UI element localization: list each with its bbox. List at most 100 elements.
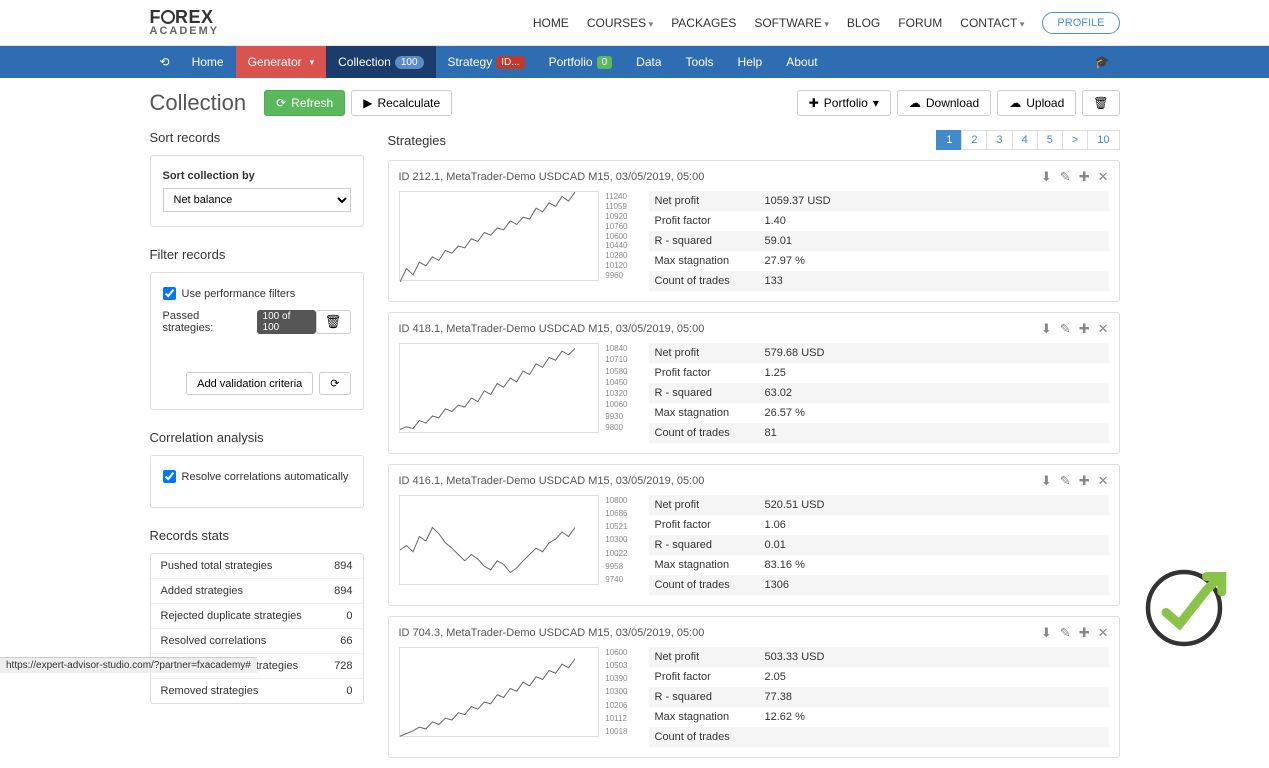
strategy-chart[interactable]: 1124011059109201076010600104401028010120…	[399, 191, 599, 281]
nav-generator[interactable]: Generator	[236, 46, 327, 78]
download-icon[interactable]: ⬇	[1041, 625, 1052, 641]
edit-icon[interactable]: ✎	[1060, 625, 1071, 641]
top-nav-packages[interactable]: PACKAGES	[671, 16, 736, 30]
resolve-checkbox[interactable]	[163, 470, 176, 483]
nav-help[interactable]: Help	[726, 46, 775, 78]
metric-label: Max stagnation	[655, 559, 765, 571]
delete-button[interactable]: 🗑	[1082, 90, 1119, 116]
trash-icon: 🗑	[325, 314, 342, 329]
page-btn-4[interactable]: 4	[1012, 130, 1038, 150]
metric-row: Profit factor 1.06	[649, 515, 1109, 535]
stats-value: 894	[313, 560, 353, 572]
metric-row: Count of trades 1306	[649, 575, 1109, 595]
chart-ylabel: 11240	[605, 192, 627, 201]
chart-ylabel: 10710	[605, 355, 627, 364]
edit-icon[interactable]: ✎	[1060, 169, 1071, 185]
use-perf-checkbox[interactable]	[163, 287, 176, 300]
download-button[interactable]: ☁ Download	[897, 90, 991, 116]
refresh-criteria-button[interactable]: ⟳	[319, 372, 350, 395]
stats-value: 0	[313, 610, 353, 622]
page-btn-2[interactable]: 2	[961, 130, 987, 150]
nav-graduation-icon[interactable]: 🎓	[1095, 55, 1120, 69]
metric-row: Max stagnation 83.16 %	[649, 555, 1109, 575]
metric-label: Count of trades	[655, 427, 765, 439]
top-nav-software[interactable]: SOFTWARE	[754, 16, 829, 30]
close-icon[interactable]: ✕	[1098, 169, 1109, 185]
nav-collection[interactable]: Collection 100	[326, 46, 435, 78]
sort-select[interactable]: Net balance	[163, 188, 351, 212]
nav-home[interactable]: Home	[180, 46, 236, 78]
nav-about[interactable]: About	[774, 46, 829, 78]
stats-value: 0	[313, 685, 353, 697]
edit-icon[interactable]: ✎	[1060, 473, 1071, 489]
plus-icon: ✚	[809, 96, 819, 110]
portfolio-button[interactable]: ✚ Portfolio ▾	[797, 90, 891, 116]
metric-row: Net profit 503.33 USD	[649, 647, 1109, 667]
upload-button[interactable]: ☁ Upload	[997, 90, 1076, 116]
edit-icon[interactable]: ✎	[1060, 321, 1071, 337]
add-icon[interactable]: ✚	[1079, 169, 1090, 185]
nav-portfolio[interactable]: Portfolio 0	[537, 46, 625, 78]
logo[interactable]: FREX ACADEMY	[150, 8, 220, 37]
close-icon[interactable]: ✕	[1098, 321, 1109, 337]
chart-ylabel: 10600	[605, 232, 627, 241]
top-nav-forum[interactable]: FORUM	[898, 16, 942, 30]
add-icon[interactable]: ✚	[1079, 321, 1090, 337]
strategy-chart[interactable]: 108001068610521103001002299589740	[399, 495, 599, 585]
nav-back[interactable]: ⟲	[150, 46, 180, 78]
stats-table: Pushed total strategies894Added strategi…	[150, 553, 364, 704]
top-nav-courses[interactable]: COURSES	[587, 16, 653, 30]
recalculate-button[interactable]: ▶ Recalculate	[351, 90, 452, 116]
strategy-chart[interactable]: 10840107101058010450103201006099309800	[399, 343, 599, 433]
chart-ylabel: 10450	[605, 378, 627, 387]
nav-strategy[interactable]: Strategy ID...	[436, 46, 537, 78]
stats-label: Removed strategies	[161, 685, 313, 697]
top-nav-items: HOME COURSES PACKAGES SOFTWARE BLOG FORUM CONT…	[533, 12, 1120, 34]
add-criteria-button[interactable]: Add validation criteria	[186, 372, 313, 395]
stats-row: Pushed total strategies894	[151, 554, 363, 579]
refresh-button[interactable]: ⟳ Refresh	[264, 90, 345, 116]
page-btn-3[interactable]: 3	[986, 130, 1012, 150]
chart-ylabel: 10920	[605, 212, 627, 221]
metric-row: R - squared 0.01	[649, 535, 1109, 555]
profile-button[interactable]: PROFILE	[1042, 12, 1119, 34]
filter-panel: Use performance filters Passed strategie…	[150, 272, 364, 410]
metric-label: Profit factor	[655, 215, 765, 227]
metric-value	[765, 731, 1103, 743]
metric-label: Count of trades	[655, 731, 765, 743]
page-btn-1[interactable]: 1	[936, 130, 962, 150]
page-btn->[interactable]: >	[1062, 130, 1088, 150]
metric-value: 1306	[765, 579, 1103, 591]
refresh-label: Refresh	[291, 96, 333, 110]
top-nav-blog[interactable]: BLOG	[847, 16, 880, 30]
add-icon[interactable]: ✚	[1079, 473, 1090, 489]
strategy-card: ID 212.1, MetaTrader-Demo USDCAD M15, 03…	[388, 160, 1120, 302]
stats-value: 894	[313, 585, 353, 597]
resolve-label: Resolve correlations automatically	[182, 471, 349, 483]
clear-filter-button[interactable]: 🗑	[316, 310, 351, 334]
metric-label: Net profit	[655, 651, 765, 663]
download-icon[interactable]: ⬇	[1041, 473, 1052, 489]
close-icon[interactable]: ✕	[1098, 473, 1109, 489]
nav-data[interactable]: Data	[624, 46, 673, 78]
metric-value: 1.40	[765, 215, 1103, 227]
strategy-chart[interactable]: 10600105031039010300102061011210018	[399, 647, 599, 737]
filter-title: Filter records	[150, 247, 364, 262]
page-btn-5[interactable]: 5	[1037, 130, 1063, 150]
top-nav-home[interactable]: HOME	[533, 16, 569, 30]
close-icon[interactable]: ✕	[1098, 625, 1109, 641]
metric-label: R - squared	[655, 235, 765, 247]
caret-icon: ▾	[873, 96, 879, 110]
nav-generator-label: Generator	[248, 55, 302, 69]
add-icon[interactable]: ✚	[1079, 625, 1090, 641]
chart-ylabel: 10320	[605, 389, 627, 398]
page-btn-10[interactable]: 10	[1087, 130, 1119, 150]
metrics-table: Net profit 579.68 USD Profit factor 1.25…	[649, 343, 1109, 443]
chart-ylabel: 10022	[605, 549, 627, 558]
download-icon[interactable]: ⬇	[1041, 321, 1052, 337]
download-icon[interactable]: ⬇	[1041, 169, 1052, 185]
nav-tools[interactable]: Tools	[674, 46, 726, 78]
top-nav-contact[interactable]: CONTACT	[960, 16, 1024, 30]
metric-value: 27.97 %	[765, 255, 1103, 267]
float-logo[interactable]	[1139, 563, 1229, 653]
